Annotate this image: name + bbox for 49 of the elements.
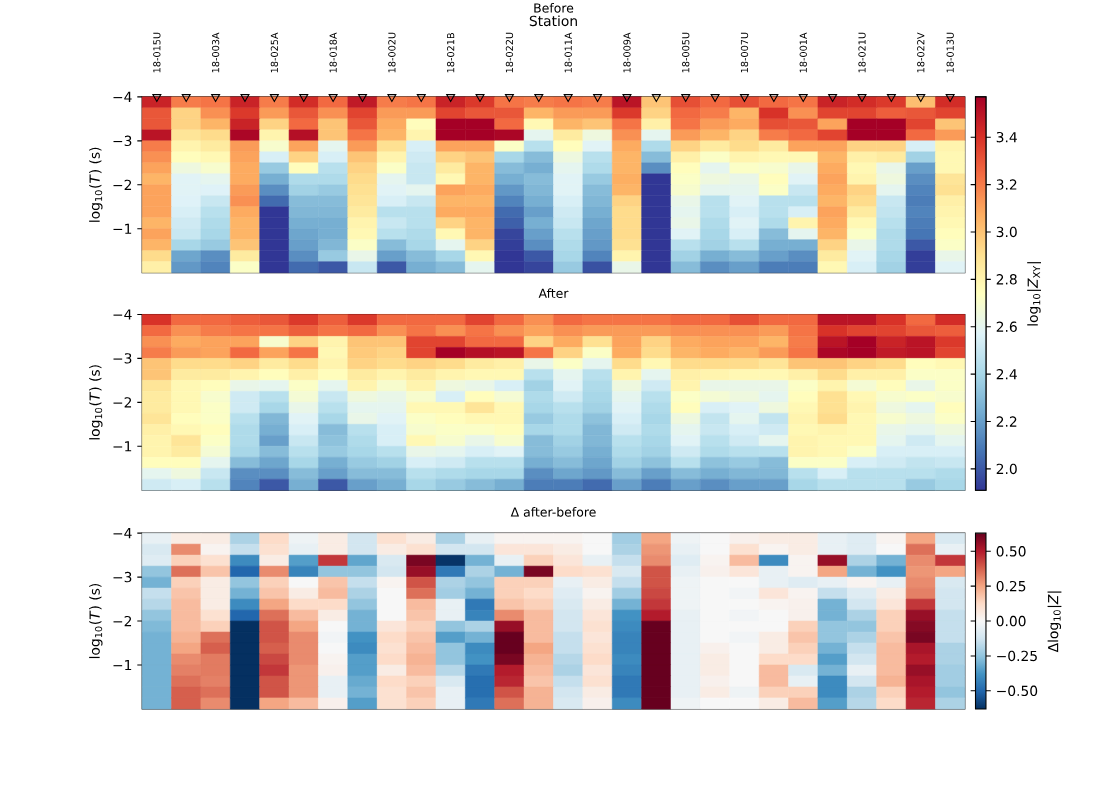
- y-axis-title: log$_{10}$(T) (s): [89, 584, 103, 659]
- x-tick-label: 18-013U: [946, 32, 954, 73]
- y-tick-label: −4: [113, 309, 132, 320]
- color-bar-label: −0.50: [997, 685, 1038, 697]
- x-tick-label: 18-025A: [270, 32, 279, 73]
- x-tick-label: 18-001A: [799, 32, 807, 73]
- y-tick-label: −4: [113, 528, 132, 539]
- color-bar-label: −0.25: [997, 650, 1037, 662]
- color-bar-label: 0.00: [996, 615, 1026, 627]
- x-tick-label: 18-009A: [623, 32, 631, 73]
- x-tick-label: 18-007U: [740, 32, 749, 73]
- y-tick-label: −1: [113, 223, 132, 234]
- y-tick-label: −3: [113, 571, 132, 583]
- color-bar-label: 3.0: [996, 226, 1017, 238]
- color-bar-label: 2.6: [996, 321, 1017, 333]
- x-tick-label: 18-022V: [917, 32, 925, 73]
- x-tick-label: 18-018A: [329, 32, 337, 73]
- chart-title: After: [538, 288, 569, 299]
- chart-title: Before: [534, 3, 574, 13]
- color-bar-title: log$_{10}$|Z$_{XY}$|: [1027, 262, 1042, 326]
- x-tick-label: 18-022U: [505, 32, 514, 73]
- x-tick-label: 18-015U: [153, 32, 161, 73]
- y-tick-label: −4: [113, 91, 132, 103]
- color-bar-label: 2.0: [996, 463, 1017, 475]
- x-tick-label: 18-003A: [211, 32, 220, 73]
- x-tick-label: 18-021B: [447, 33, 455, 73]
- y-tick-label: −2: [113, 397, 132, 408]
- y-axis-title: log$_{10}$(T) (s): [89, 147, 103, 222]
- x-tick-label: 18-021U: [858, 32, 866, 73]
- x-axis-title: Station: [529, 15, 577, 27]
- color-bar-label: 0.50: [996, 546, 1026, 557]
- y-axis-title: log$_{10}$(T) (s): [89, 365, 103, 440]
- y-tick-label: −3: [113, 135, 132, 147]
- color-bar-label: 3.4: [996, 132, 1017, 143]
- color-bar-label: 0.25: [996, 581, 1026, 592]
- color-bar-label: 3.2: [996, 179, 1017, 190]
- color-bar-label: 2.8: [996, 274, 1017, 285]
- y-tick-label: −2: [113, 615, 132, 627]
- x-tick-label: 18-002U: [388, 32, 396, 73]
- x-tick-label: 18-011A: [564, 32, 572, 73]
- y-tick-label: −1: [113, 660, 132, 671]
- x-tick-label: 18-005U: [682, 32, 690, 73]
- chart-title: Δ after-before: [510, 507, 596, 517]
- color-bar-label: 2.4: [996, 369, 1017, 380]
- y-tick-label: −3: [113, 353, 132, 364]
- y-tick-label: −2: [113, 179, 132, 191]
- color-bar-label: 2.2: [996, 416, 1017, 427]
- y-tick-label: −1: [113, 441, 132, 452]
- color-bar-title: Δlog$_{10}$|Z|: [1047, 591, 1062, 653]
